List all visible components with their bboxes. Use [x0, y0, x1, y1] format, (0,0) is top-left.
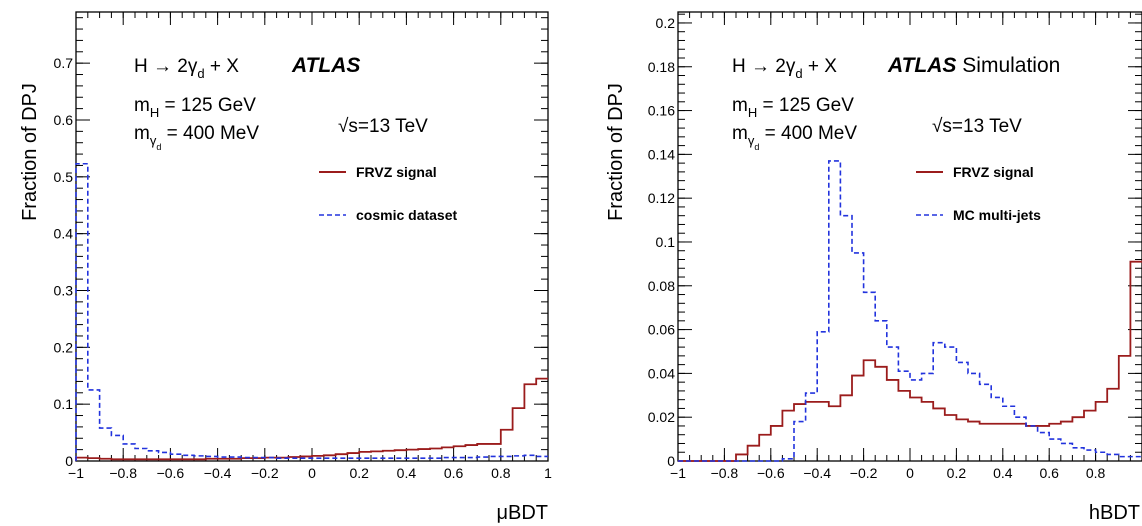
left-y-tick-label: 0.6 — [54, 112, 74, 128]
right-sqrt-s-label: √s=13 TeV — [932, 116, 1022, 137]
left-legend-signal-label: FRVZ signal — [356, 164, 437, 180]
right-y-tick-label: 0.16 — [648, 103, 675, 119]
left-ticks: −1 −0.8 −0.6 −0.4 −0.2 0 0.2 0.4 0.6 0.8 1 0 0.1 0.2 0… — [54, 12, 552, 481]
right-ticks: −1 −0.8 −0.6 −0.4 −0.2 0 0.2 0.4 0.6 0.8 0 0.02 0.04… — [648, 12, 1142, 481]
left-x-tick-label: −1 — [68, 465, 84, 481]
right-x-tick-label: 0.4 — [993, 465, 1013, 481]
left-y-axis-label: Fraction of DPJ — [19, 83, 41, 221]
left-sqrt-s-label: √s=13 TeV — [338, 116, 428, 137]
left-x-tick-label: −0.4 — [204, 465, 232, 481]
left-y-tick-label: 0.3 — [54, 282, 74, 298]
right-series-background — [678, 160, 1142, 462]
left-mh-label: mH = 125 GeV — [134, 95, 256, 120]
left-plot-frame — [75, 11, 549, 462]
right-legend-signal-label: FRVZ signal — [953, 164, 1034, 180]
right-legend-background-label: MC multi-jets — [953, 207, 1041, 223]
right-x-tick-label: −0.2 — [850, 465, 878, 481]
right-y-tick-label: 0.12 — [648, 190, 675, 206]
right-y-tick-label: 0.04 — [648, 365, 675, 381]
right-annotations: H → 2γd + X ATLAS Simulation mH = 125 Ge… — [732, 54, 1060, 223]
right-x-axis-label: hBDT — [1089, 502, 1140, 524]
right-process-label: H → 2γd + X — [732, 56, 837, 81]
right-mgd-label: mγd = 400 MeV — [732, 123, 857, 152]
right-x-tick-label: 0 — [906, 465, 914, 481]
right-y-tick-label: 0.1 — [656, 234, 676, 250]
left-x-tick-label: 0.6 — [444, 465, 464, 481]
right-y-tick-label: 0.02 — [648, 409, 675, 425]
left-y-tick-label: 0.1 — [54, 396, 74, 412]
right-x-tick-label: −0.4 — [803, 465, 831, 481]
right-x-tick-label: −0.8 — [711, 465, 739, 481]
left-x-tick-label: 0.8 — [491, 465, 511, 481]
right-y-tick-label: 0.14 — [648, 146, 675, 162]
left-y-tick-label: 0.4 — [54, 226, 74, 242]
right-x-tick-label: 0.8 — [1086, 465, 1106, 481]
left-x-tick-label: −0.6 — [157, 465, 185, 481]
left-x-tick-label: 1 — [544, 465, 552, 481]
right-mh-label: mH = 125 GeV — [732, 95, 854, 120]
left-y-tick-label: 0.7 — [54, 55, 74, 71]
left-series — [75, 162, 548, 461]
right-panel: −1 −0.8 −0.6 −0.4 −0.2 0 0.2 0.4 0.6 0.8 0 0.02 0.04… — [605, 11, 1142, 524]
right-y-tick-label: 0.06 — [648, 322, 675, 338]
left-x-tick-label: −0.2 — [251, 465, 279, 481]
left-y-tick-label: 0.5 — [54, 169, 74, 185]
right-series-signal — [678, 260, 1142, 462]
left-y-tick-label: 0 — [65, 453, 73, 469]
left-annotations: H → 2γd + X ATLAS mH = 125 GeV mγd = 400… — [134, 54, 457, 223]
left-x-tick-label: 0 — [308, 465, 316, 481]
left-x-tick-label: 0.2 — [349, 465, 369, 481]
right-y-tick-label: 0.18 — [648, 59, 675, 75]
left-x-axis-label: μBDT — [496, 502, 548, 524]
right-atlas-label: ATLAS Simulation — [887, 54, 1060, 77]
left-process-label: H → 2γd + X — [134, 56, 239, 81]
right-y-tick-label: 0 — [667, 453, 675, 469]
right-series — [678, 160, 1142, 462]
right-y-axis-label: Fraction of DPJ — [605, 83, 627, 221]
left-atlas-label: ATLAS — [291, 54, 360, 77]
left-legend-background-label: cosmic dataset — [356, 207, 457, 223]
left-panel: −1 −0.8 −0.6 −0.4 −0.2 0 0.2 0.4 0.6 0.8 1 0 0.1 0.2 0… — [19, 11, 552, 524]
right-x-tick-label: 0.6 — [1039, 465, 1059, 481]
left-series-signal — [75, 377, 548, 461]
left-mgd-label: mγd = 400 MeV — [134, 123, 259, 152]
left-y-tick-label: 0.2 — [54, 339, 74, 355]
left-series-background — [75, 162, 548, 461]
right-x-tick-label: −0.6 — [757, 465, 785, 481]
left-x-tick-label: 0.4 — [397, 465, 417, 481]
right-x-tick-label: −1 — [670, 465, 686, 481]
left-x-tick-label: −0.8 — [109, 465, 137, 481]
right-y-tick-label: 0.2 — [656, 15, 676, 31]
right-y-tick-label: 0.08 — [648, 278, 675, 294]
right-x-tick-label: 0.2 — [947, 465, 967, 481]
